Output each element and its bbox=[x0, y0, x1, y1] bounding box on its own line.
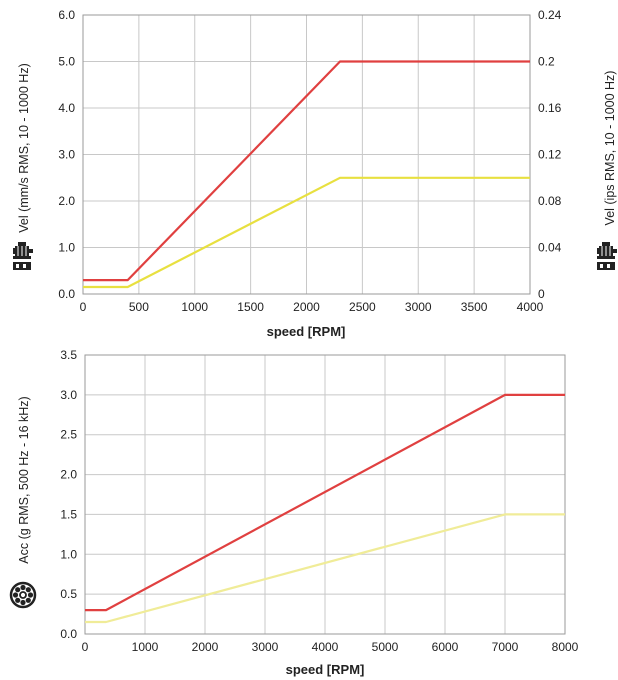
x-tick-label: 4000 bbox=[312, 640, 339, 654]
x-tick-label: 8000 bbox=[552, 640, 579, 654]
velocity-y-ticks: 0.0 1.0 2.0 3.0 4.0 5.0 6.0 bbox=[58, 8, 75, 301]
y-tick-label: 0.5 bbox=[60, 587, 77, 601]
y-tick-label: 3.0 bbox=[58, 148, 75, 162]
x-tick-label: 1500 bbox=[237, 300, 264, 314]
y-tick-label: 2.5 bbox=[60, 428, 77, 442]
acceleration-y-ticks: 0.0 0.5 1.0 1.5 2.0 2.5 3.0 3.5 bbox=[60, 348, 77, 641]
x-tick-label: 0 bbox=[82, 640, 89, 654]
acceleration-chart: 0 1000 2000 3000 4000 5000 6000 7000 8000 0.0 0.5… bbox=[11, 348, 579, 677]
x-tick-label: 5000 bbox=[372, 640, 399, 654]
x-tick-label: 2000 bbox=[293, 300, 320, 314]
x-tick-label: 7000 bbox=[492, 640, 519, 654]
y-tick-label-right: 0.08 bbox=[538, 194, 562, 208]
acceleration-y-axis-label: Acc (g RMS, 500 Hz - 16 kHz) bbox=[17, 396, 31, 563]
velocity-chart: 0 500 1000 1500 2000 2500 3000 3500 4000 0.0 1.0 2… bbox=[13, 8, 617, 339]
x-tick-label: 0 bbox=[80, 300, 87, 314]
motor-icon bbox=[13, 242, 33, 270]
y-tick-label: 2.0 bbox=[58, 194, 75, 208]
x-tick-label: 1000 bbox=[181, 300, 208, 314]
y-tick-label-right: 0.04 bbox=[538, 241, 562, 255]
velocity-x-axis-label: speed [RPM] bbox=[267, 324, 346, 339]
y-tick-label: 3.5 bbox=[60, 348, 77, 362]
x-tick-label: 2000 bbox=[192, 640, 219, 654]
y-tick-label-right: 0 bbox=[538, 287, 545, 301]
y-tick-label-right: 0.16 bbox=[538, 101, 562, 115]
x-tick-label: 3500 bbox=[461, 300, 488, 314]
y-tick-label: 6.0 bbox=[58, 8, 75, 22]
y-tick-label-right: 0.12 bbox=[538, 148, 562, 162]
y-tick-label-right: 0.2 bbox=[538, 55, 555, 69]
y-tick-label: 3.0 bbox=[60, 388, 77, 402]
x-tick-label: 2500 bbox=[349, 300, 376, 314]
acceleration-x-axis-label: speed [RPM] bbox=[286, 662, 365, 677]
velocity-grid bbox=[83, 15, 530, 294]
y-tick-label-right: 0.24 bbox=[538, 8, 562, 22]
x-tick-label: 3000 bbox=[252, 640, 279, 654]
y-tick-label: 1.0 bbox=[60, 547, 77, 561]
velocity-y-axis-label-right: Vel (ips RMS, 10 - 1000 Hz) bbox=[603, 71, 617, 226]
velocity-y-ticks-right: 0 0.04 0.08 0.12 0.16 0.2 0.24 bbox=[538, 8, 562, 301]
y-tick-label: 4.0 bbox=[58, 101, 75, 115]
velocity-x-ticks: 0 500 1000 1500 2000 2500 3000 3500 4000 bbox=[80, 300, 544, 314]
velocity-y-axis-label: Vel (mm/s RMS, 10 - 1000 Hz) bbox=[17, 63, 31, 233]
y-tick-label: 2.0 bbox=[60, 468, 77, 482]
y-tick-label: 0.0 bbox=[58, 287, 75, 301]
acceleration-x-ticks: 0 1000 2000 3000 4000 5000 6000 7000 8000 bbox=[82, 640, 579, 654]
x-tick-label: 6000 bbox=[432, 640, 459, 654]
y-tick-label: 5.0 bbox=[58, 55, 75, 69]
x-tick-label: 500 bbox=[129, 300, 149, 314]
x-tick-label: 3000 bbox=[405, 300, 432, 314]
x-tick-label: 1000 bbox=[132, 640, 159, 654]
y-tick-label: 1.0 bbox=[58, 241, 75, 255]
bearing-icon bbox=[11, 583, 35, 607]
motor-icon bbox=[597, 242, 617, 270]
x-tick-label: 4000 bbox=[517, 300, 544, 314]
y-tick-label: 1.5 bbox=[60, 507, 77, 521]
y-tick-label: 0.0 bbox=[60, 627, 77, 641]
acceleration-grid bbox=[85, 355, 565, 634]
